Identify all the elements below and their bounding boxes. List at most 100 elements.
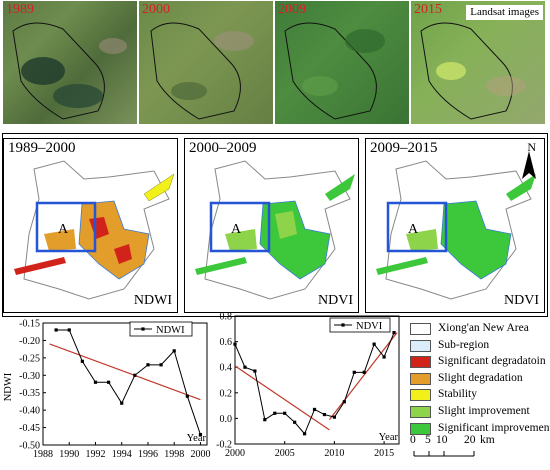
legend-swatch <box>410 389 431 402</box>
data-point <box>93 380 98 384</box>
map-panel-title: 2000–2009 <box>189 140 257 156</box>
y-tick-label: -0.25 <box>19 353 40 364</box>
data-point <box>273 411 277 415</box>
y-tick-label: 0.6 <box>220 337 233 348</box>
x-tick-label: 2010 <box>324 448 344 459</box>
chart-legend-marker <box>141 327 145 331</box>
x-tick-label: 1990 <box>59 449 79 460</box>
panel-year: 2015 <box>414 2 442 17</box>
legend-swatch <box>410 406 431 418</box>
zone-label: A <box>408 222 419 237</box>
change-map-panel-2: 2000–2009 A NDVI <box>184 138 359 313</box>
legend-label: Slight degradation <box>438 371 523 384</box>
north-arrow-icon <box>522 151 536 179</box>
data-point <box>372 342 376 346</box>
legend-swatch <box>410 356 431 369</box>
data-point <box>107 380 111 384</box>
legend-label: Slight improvement <box>438 405 530 417</box>
data-point <box>54 328 58 332</box>
legend-swatch <box>410 372 431 385</box>
plot-frame <box>234 315 400 445</box>
data-point <box>233 342 237 346</box>
legend-item: Significant improvement <box>410 422 550 436</box>
y-tick-label: -0.45 <box>19 423 40 434</box>
chart-legend-label: NDVI <box>356 321 383 332</box>
zone-label: A <box>58 222 69 237</box>
y-tick-label: 0.8 <box>220 312 233 323</box>
chart-legend-box <box>329 317 391 333</box>
satellite-panel-1989: 1989 <box>3 1 137 124</box>
data-point <box>312 407 317 412</box>
scale-tick-20: 20 <box>464 434 476 446</box>
legend-item: Significant degradatoin <box>410 355 550 369</box>
ndwi-chart-svg: -0.15 -0.20 -0.25 -0.30 -0.35 -0.40 -0.45 -0.50… <box>3 319 210 461</box>
satellite-panel-2015: 2015 Landsat images <box>411 1 545 124</box>
legend-item: Stability <box>410 388 550 402</box>
data-point <box>293 420 297 424</box>
data-point <box>362 370 366 374</box>
legend-item: Slight improvement <box>410 405 550 419</box>
satellite-texture <box>420 22 526 120</box>
data-point <box>243 365 247 369</box>
legend-swatch <box>410 422 431 435</box>
scale-tick-5: 5 <box>425 434 431 446</box>
data-point <box>120 401 124 405</box>
legend-label: Xiong'an New Area <box>438 322 529 334</box>
data-point <box>159 363 163 367</box>
y-tick-label: -0.40 <box>19 406 40 417</box>
y-tick-label: -0.20 <box>19 336 40 347</box>
data-point <box>342 400 346 404</box>
x-tick-label: 2000 <box>190 449 210 460</box>
data-point <box>263 418 267 422</box>
y-axis-label: NDWI <box>3 372 14 401</box>
change-map-ndvi <box>376 151 536 300</box>
data-point <box>80 359 84 363</box>
y-tick-label: 0.4 <box>220 363 233 374</box>
x-tick-label: 1998 <box>164 449 184 460</box>
y-tick-label: -0.15 <box>19 319 40 330</box>
data-point <box>332 415 336 419</box>
legend-label: Sub-region <box>438 338 490 351</box>
series-line <box>234 332 395 435</box>
zone-label: A <box>231 222 242 237</box>
map-panel-title: 1989–2000 <box>8 140 76 156</box>
change-map-ndwi <box>14 160 175 300</box>
map-panel-index: NDWI <box>133 293 172 308</box>
satellite-texture <box>150 22 254 120</box>
data-point <box>283 411 287 415</box>
change-map-panel-1: 1989–2000 A NDWI <box>3 138 178 313</box>
legend-swatch <box>410 339 431 352</box>
change-map-panel-3: 2009–2015 N A NDVI <box>365 138 545 313</box>
legend-item: Sub-region <box>410 339 550 353</box>
trend-line <box>49 343 201 401</box>
satellite-texture <box>284 22 385 120</box>
trend-line <box>234 365 330 431</box>
change-map-ndvi <box>195 160 355 300</box>
y-tick-label: -0.2 <box>216 440 232 451</box>
x-tick-label: 2005 <box>275 448 295 459</box>
trend-line <box>328 332 398 421</box>
scale-tick-10: 10 <box>436 434 448 446</box>
scale-unit: km <box>480 434 495 446</box>
plot-frame <box>42 322 208 446</box>
legend-label: Significant degradatoin <box>438 355 546 368</box>
data-point <box>146 363 150 367</box>
legend: Xiong'an New Area Sub-region Significant d… <box>404 318 550 465</box>
series-line <box>56 329 201 435</box>
map-panel-index: NDVI <box>504 293 539 308</box>
panel-year: 1989 <box>6 2 34 17</box>
north-label: N <box>527 140 536 154</box>
x-tick-label: 1992 <box>85 449 105 460</box>
satellite-texture <box>12 22 127 120</box>
x-tick-label: 1994 <box>112 449 132 460</box>
x-tick-label: 1996 <box>138 449 158 460</box>
y-tick-label: -0.30 <box>19 371 40 382</box>
chart-legend-marker <box>341 323 345 327</box>
x-tick-label: 1988 <box>33 449 53 460</box>
data-point <box>185 394 189 398</box>
data-point <box>133 373 137 377</box>
data-point <box>322 412 327 417</box>
y-tick-label: -0.35 <box>19 388 40 399</box>
y-tick-label: -0.50 <box>19 441 40 452</box>
